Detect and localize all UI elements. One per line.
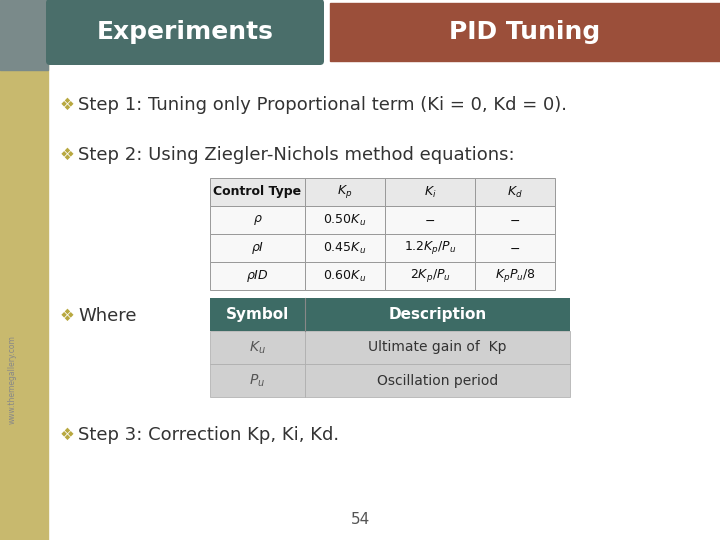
Text: $0.50K_u$: $0.50K_u$ xyxy=(323,212,366,227)
Text: Ultimate gain of  Kp: Ultimate gain of Kp xyxy=(368,341,507,354)
Bar xyxy=(305,234,385,262)
Bar xyxy=(385,262,475,290)
Bar xyxy=(210,364,305,397)
Text: Step 3: Correction Kp, Ki, Kd.: Step 3: Correction Kp, Ki, Kd. xyxy=(78,426,339,444)
FancyBboxPatch shape xyxy=(46,0,324,65)
Text: $-$: $-$ xyxy=(424,213,436,226)
Text: $1.2K_p/P_u$: $1.2K_p/P_u$ xyxy=(404,240,456,256)
Text: Step 1: Tuning only Proportional term (Ki = 0, Kd = 0).: Step 1: Tuning only Proportional term (K… xyxy=(78,96,567,114)
Text: $0.60K_u$: $0.60K_u$ xyxy=(323,268,366,284)
Text: Description: Description xyxy=(388,307,487,322)
Bar xyxy=(210,178,305,206)
Text: $-$: $-$ xyxy=(510,241,521,254)
Bar xyxy=(305,262,385,290)
Bar xyxy=(385,206,475,234)
Text: $P_u$: $P_u$ xyxy=(249,372,266,389)
Text: ❖: ❖ xyxy=(60,307,75,325)
Bar xyxy=(330,3,720,61)
Bar xyxy=(385,234,475,262)
Text: Symbol: Symbol xyxy=(226,307,289,322)
Bar xyxy=(0,0,48,70)
Text: $2K_p/P_u$: $2K_p/P_u$ xyxy=(410,267,451,285)
Text: PID Tuning: PID Tuning xyxy=(449,20,600,44)
Bar xyxy=(305,178,385,206)
Text: $\rho ID$: $\rho ID$ xyxy=(246,268,269,284)
Text: ❖: ❖ xyxy=(60,146,75,164)
Text: Where: Where xyxy=(78,307,137,325)
Text: $-$: $-$ xyxy=(510,213,521,226)
Text: ❖: ❖ xyxy=(60,426,75,444)
Text: $K_i$: $K_i$ xyxy=(423,185,436,200)
Text: Experiments: Experiments xyxy=(96,20,274,44)
Text: $\rho I$: $\rho I$ xyxy=(251,240,264,256)
Bar xyxy=(305,331,570,364)
Bar xyxy=(0,0,48,540)
Text: $0.45K_u$: $0.45K_u$ xyxy=(323,240,366,255)
Text: Step 2: Using Ziegler-Nichols method equations:: Step 2: Using Ziegler-Nichols method equ… xyxy=(78,146,515,164)
Bar xyxy=(305,364,570,397)
Bar xyxy=(210,298,305,331)
Text: ❖: ❖ xyxy=(60,96,75,114)
Bar xyxy=(475,178,555,206)
Bar xyxy=(475,262,555,290)
Bar xyxy=(210,331,305,364)
Text: Oscillation period: Oscillation period xyxy=(377,374,498,388)
Text: 54: 54 xyxy=(351,512,369,528)
Text: $K_d$: $K_d$ xyxy=(507,185,523,200)
Bar xyxy=(385,178,475,206)
Bar xyxy=(305,206,385,234)
Text: $K_u$: $K_u$ xyxy=(249,339,266,356)
Bar xyxy=(475,234,555,262)
Bar xyxy=(210,234,305,262)
Text: $K_p$: $K_p$ xyxy=(338,184,353,200)
Bar xyxy=(475,206,555,234)
Bar xyxy=(305,298,570,331)
Text: $K_pP_u/8$: $K_pP_u/8$ xyxy=(495,267,535,285)
Text: $\rho$: $\rho$ xyxy=(253,213,262,227)
Text: Control Type: Control Type xyxy=(213,186,302,199)
Bar xyxy=(210,206,305,234)
Text: www.themegallery.com: www.themegallery.com xyxy=(7,335,17,424)
Bar xyxy=(210,262,305,290)
